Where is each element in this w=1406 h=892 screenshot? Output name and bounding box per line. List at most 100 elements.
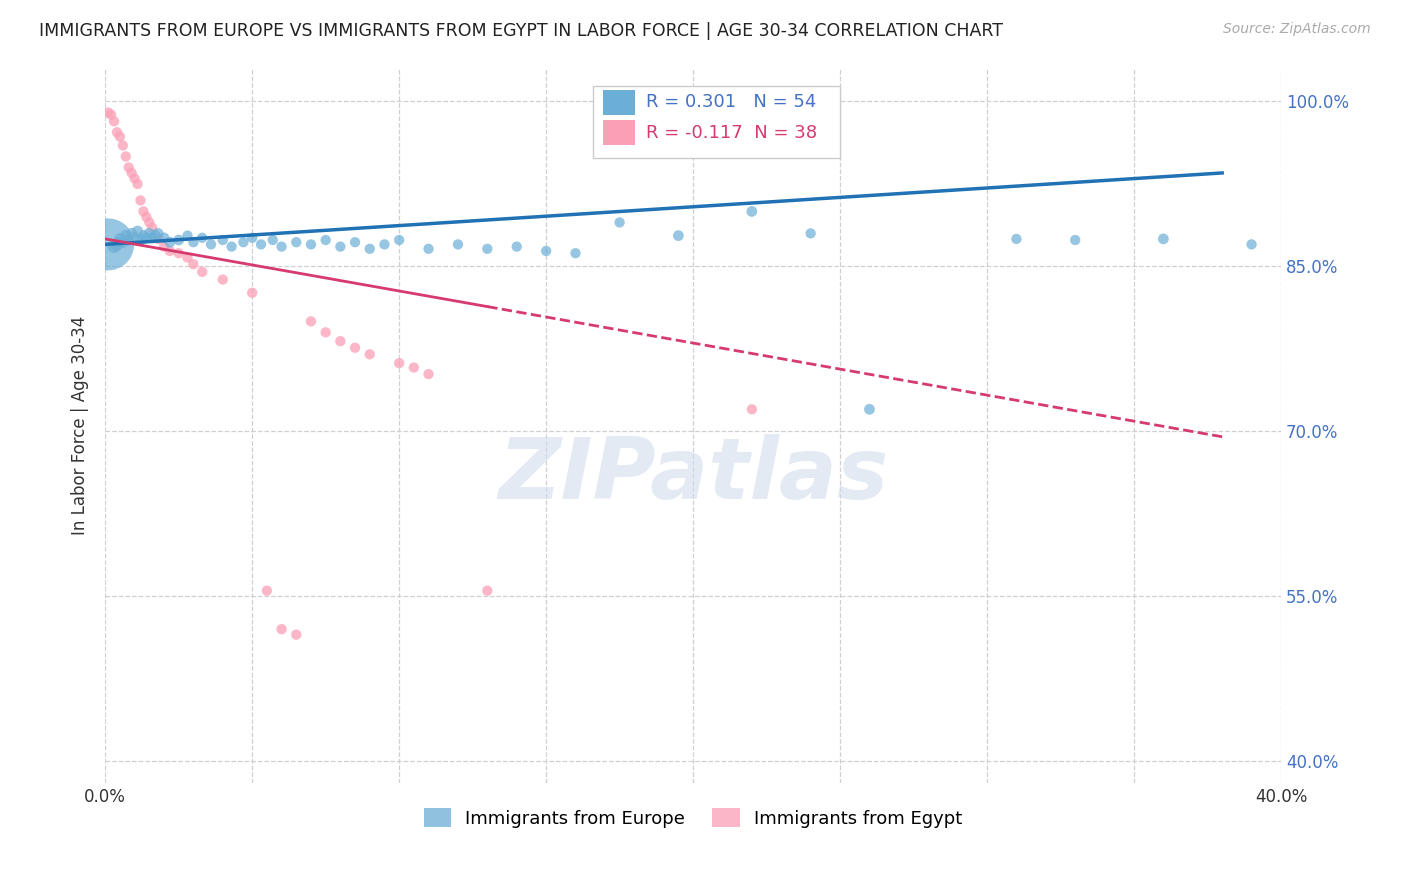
Point — [191, 265, 214, 279]
Point — [135, 210, 157, 224]
Point — [103, 114, 125, 128]
Point — [153, 231, 176, 245]
Point — [344, 341, 367, 355]
Point — [97, 105, 120, 120]
Point — [191, 231, 214, 245]
Point — [135, 231, 157, 245]
Point — [153, 239, 176, 253]
Point — [388, 233, 411, 247]
Point — [121, 227, 143, 241]
Point — [143, 228, 166, 243]
Point — [373, 237, 395, 252]
Point — [240, 285, 263, 300]
Point — [299, 237, 322, 252]
Point — [211, 233, 233, 247]
Point — [534, 244, 557, 258]
Y-axis label: In Labor Force | Age 30-34: In Labor Force | Age 30-34 — [72, 316, 89, 535]
Point — [388, 356, 411, 370]
Point — [256, 583, 278, 598]
Point — [250, 237, 273, 252]
Point — [200, 237, 222, 252]
FancyBboxPatch shape — [603, 90, 636, 115]
Text: IMMIGRANTS FROM EUROPE VS IMMIGRANTS FROM EGYPT IN LABOR FORCE | AGE 30-34 CORRE: IMMIGRANTS FROM EUROPE VS IMMIGRANTS FRO… — [39, 22, 1004, 40]
Point — [741, 402, 763, 417]
Point — [299, 314, 322, 328]
Text: ZIPatlas: ZIPatlas — [498, 434, 889, 517]
Point — [1240, 237, 1263, 252]
Point — [105, 237, 128, 252]
Point — [146, 232, 169, 246]
Point — [159, 235, 181, 250]
Point — [141, 231, 163, 245]
Point — [127, 177, 149, 191]
Point — [118, 161, 141, 175]
Point — [97, 237, 120, 252]
Point — [270, 622, 292, 636]
Point — [176, 251, 198, 265]
Point — [129, 194, 152, 208]
Point — [183, 257, 205, 271]
Text: Source: ZipAtlas.com: Source: ZipAtlas.com — [1223, 22, 1371, 37]
Point — [132, 228, 155, 243]
Point — [402, 360, 425, 375]
Point — [418, 242, 440, 256]
Point — [315, 326, 337, 340]
Point — [262, 233, 284, 247]
Point — [270, 239, 292, 253]
Point — [1005, 232, 1028, 246]
Point — [609, 215, 631, 229]
Point — [741, 204, 763, 219]
Point — [858, 402, 880, 417]
Point — [118, 233, 141, 247]
Point — [159, 244, 181, 258]
Point — [108, 232, 131, 246]
Point — [359, 347, 381, 361]
Point — [141, 221, 163, 235]
Point — [124, 231, 146, 245]
Point — [344, 235, 367, 250]
Point — [285, 235, 308, 250]
Point — [138, 227, 160, 241]
Point — [477, 242, 499, 256]
Point — [240, 231, 263, 245]
Point — [506, 239, 529, 253]
FancyBboxPatch shape — [603, 120, 636, 145]
Point — [103, 239, 125, 253]
Point — [232, 235, 254, 250]
Point — [176, 228, 198, 243]
Point — [127, 224, 149, 238]
Point — [105, 125, 128, 139]
Point — [477, 583, 499, 598]
Point — [108, 129, 131, 144]
Point — [146, 227, 169, 241]
Text: R = -0.117  N = 38: R = -0.117 N = 38 — [645, 124, 817, 142]
Point — [167, 246, 190, 260]
Point — [285, 627, 308, 641]
Point — [800, 227, 823, 241]
Point — [221, 239, 243, 253]
Text: R = 0.301   N = 54: R = 0.301 N = 54 — [645, 93, 817, 112]
Legend: Immigrants from Europe, Immigrants from Egypt: Immigrants from Europe, Immigrants from … — [416, 801, 970, 835]
Point — [129, 233, 152, 247]
Point — [666, 228, 689, 243]
Point — [359, 242, 381, 256]
Point — [418, 367, 440, 381]
Point — [1064, 233, 1087, 247]
Point — [447, 237, 470, 252]
Point — [100, 108, 122, 122]
Point — [315, 233, 337, 247]
Point — [121, 166, 143, 180]
Point — [111, 138, 134, 153]
Point — [132, 204, 155, 219]
Point — [1152, 232, 1174, 246]
Point — [124, 171, 146, 186]
Point — [111, 235, 134, 250]
Point — [329, 239, 352, 253]
Point — [211, 272, 233, 286]
Point — [329, 334, 352, 348]
Point — [564, 246, 586, 260]
Point — [114, 149, 136, 163]
Point — [183, 235, 205, 250]
Point — [138, 215, 160, 229]
FancyBboxPatch shape — [593, 87, 839, 158]
